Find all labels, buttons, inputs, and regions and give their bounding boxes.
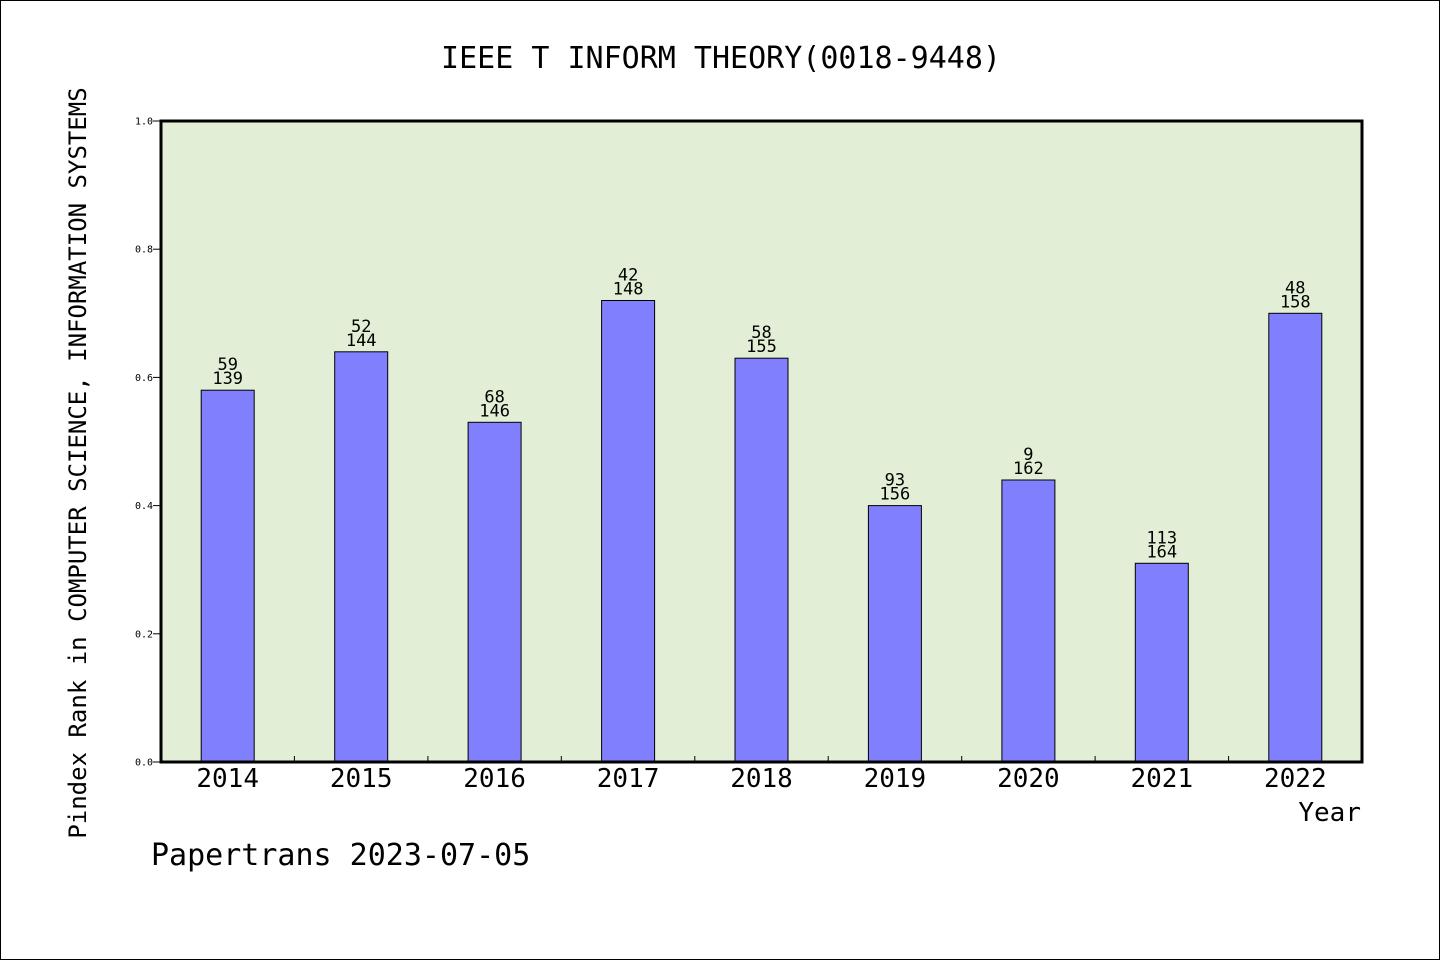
bar-label-bottom-2019: 156	[880, 485, 911, 505]
y-ticks-group: 0.0 0.2 0.4 0.6 0.8 1.0	[135, 117, 161, 769]
bar-label-top-2015: 52	[351, 317, 371, 337]
chart-title: IEEE T INFORM THEORY(0018-9448)	[441, 41, 1001, 76]
bar-label-bottom-2020: 162	[1013, 459, 1044, 479]
bar-2016	[467, 421, 522, 763]
bar-label-bottom-2014: 139	[212, 369, 243, 389]
plot-border	[159, 119, 1364, 764]
x-tick-label-2021: 2021	[1130, 764, 1193, 794]
y-tick-label-1.0: 1.0	[135, 117, 153, 128]
y-tick-label-0.0: 0.0	[135, 758, 153, 769]
bar-label-top-2021: 113	[1146, 528, 1177, 548]
bar-label-top-2020: 9	[1023, 445, 1033, 465]
bar-label-top-2017: 42	[618, 266, 638, 286]
bar-2021	[1134, 562, 1189, 763]
bar-2014	[200, 389, 255, 763]
y-axis-label: Pindex Rank in COMPUTER SCIENCE, INFORMA…	[64, 87, 92, 838]
bar-label-top-2014: 59	[217, 355, 237, 375]
bar-2022	[1268, 312, 1323, 763]
bar-2015	[334, 351, 389, 763]
x-axis-label: Year	[1298, 798, 1361, 828]
x-tick-label-2014: 2014	[196, 764, 259, 794]
y-tick-label-0.4: 0.4	[135, 501, 153, 512]
x-ticks-group: 2014 2015 2016 2017 2018 2019 2020 2021 2022	[196, 756, 1327, 794]
bar-label-bottom-2022: 158	[1280, 292, 1311, 312]
bar-label-bottom-2017: 148	[613, 280, 644, 300]
x-tick-label-2019: 2019	[864, 764, 927, 794]
x-tick-label-2022: 2022	[1264, 764, 1327, 794]
bar-label-bottom-2018: 155	[746, 337, 777, 357]
y-tick-label-0.8: 0.8	[135, 245, 153, 256]
x-tick-label-2015: 2015	[330, 764, 393, 794]
bar-label-top-2018: 58	[751, 323, 771, 343]
bar-2018	[734, 357, 789, 763]
bar-2020	[1001, 479, 1056, 763]
bar-label-top-2022: 48	[1285, 278, 1305, 298]
x-tick-label-2020: 2020	[997, 764, 1060, 794]
bars-group	[200, 300, 1323, 763]
x-tick-label-2017: 2017	[597, 764, 660, 794]
bar-label-bottom-2021: 164	[1146, 542, 1177, 562]
y-tick-label-0.6: 0.6	[135, 373, 153, 384]
y-tick-label-0.2: 0.2	[135, 629, 153, 640]
bar-label-top-2019: 93	[885, 471, 905, 491]
footer-credit: Papertrans 2023-07-05	[151, 838, 530, 873]
bar-label-bottom-2015: 144	[346, 331, 377, 351]
bar-label-bottom-2016: 146	[479, 401, 510, 421]
bar-2019	[867, 505, 922, 763]
bar-label-top-2016: 68	[484, 387, 504, 407]
x-tick-label-2016: 2016	[463, 764, 526, 794]
bar-2017	[601, 300, 656, 763]
x-tick-label-2018: 2018	[730, 764, 793, 794]
